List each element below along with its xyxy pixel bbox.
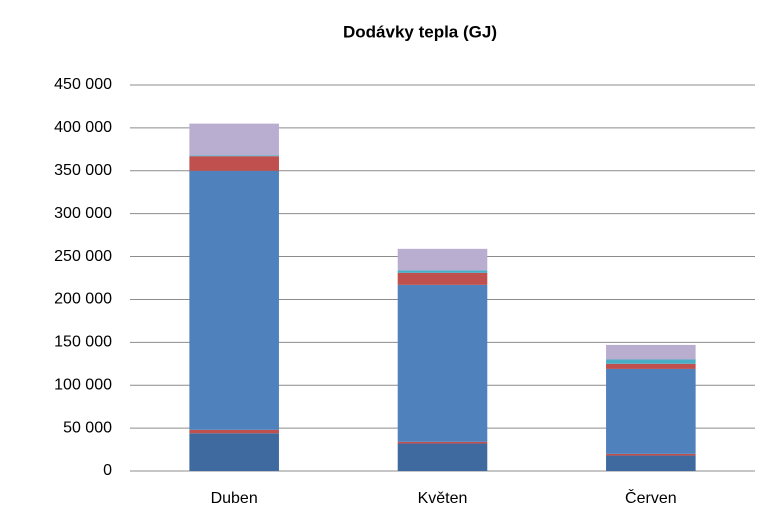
x-tick-label: Duben xyxy=(211,490,258,507)
y-tick-label: 100 000 xyxy=(54,376,112,393)
bar-segment xyxy=(397,441,488,444)
y-tick-label: 50 000 xyxy=(63,419,112,436)
bar-segment xyxy=(397,270,488,273)
x-tick-label: Květen xyxy=(418,490,468,507)
bar-segment xyxy=(606,344,696,360)
bar-segment xyxy=(397,248,488,271)
bar-segment xyxy=(189,123,279,156)
y-tick-label: 0 xyxy=(103,462,112,479)
bar-segment xyxy=(189,155,279,157)
bar-segment xyxy=(606,359,696,364)
x-tick-label: Červen xyxy=(625,488,677,507)
bar-segment xyxy=(606,363,696,369)
y-tick-label: 300 000 xyxy=(54,205,112,222)
y-tick-label: 250 000 xyxy=(54,248,112,265)
bar-segment xyxy=(189,156,279,171)
bar-segment xyxy=(189,433,279,471)
y-tick-label: 400 000 xyxy=(54,119,112,136)
bar-segment xyxy=(606,455,696,471)
bar-segment xyxy=(606,368,696,454)
y-tick-label: 350 000 xyxy=(54,162,112,179)
y-tick-label: 200 000 xyxy=(54,291,112,308)
bar-segment xyxy=(189,170,279,430)
y-tick-label: 150 000 xyxy=(54,334,112,351)
bar-segment xyxy=(189,429,279,434)
chart-title: Dodávky tepla (GJ) xyxy=(343,22,497,41)
bar-segment xyxy=(397,284,488,442)
y-tick-label: 450 000 xyxy=(54,76,112,93)
bar-segment xyxy=(397,443,488,471)
bar-segment xyxy=(397,272,488,285)
bar-segment xyxy=(606,453,696,456)
